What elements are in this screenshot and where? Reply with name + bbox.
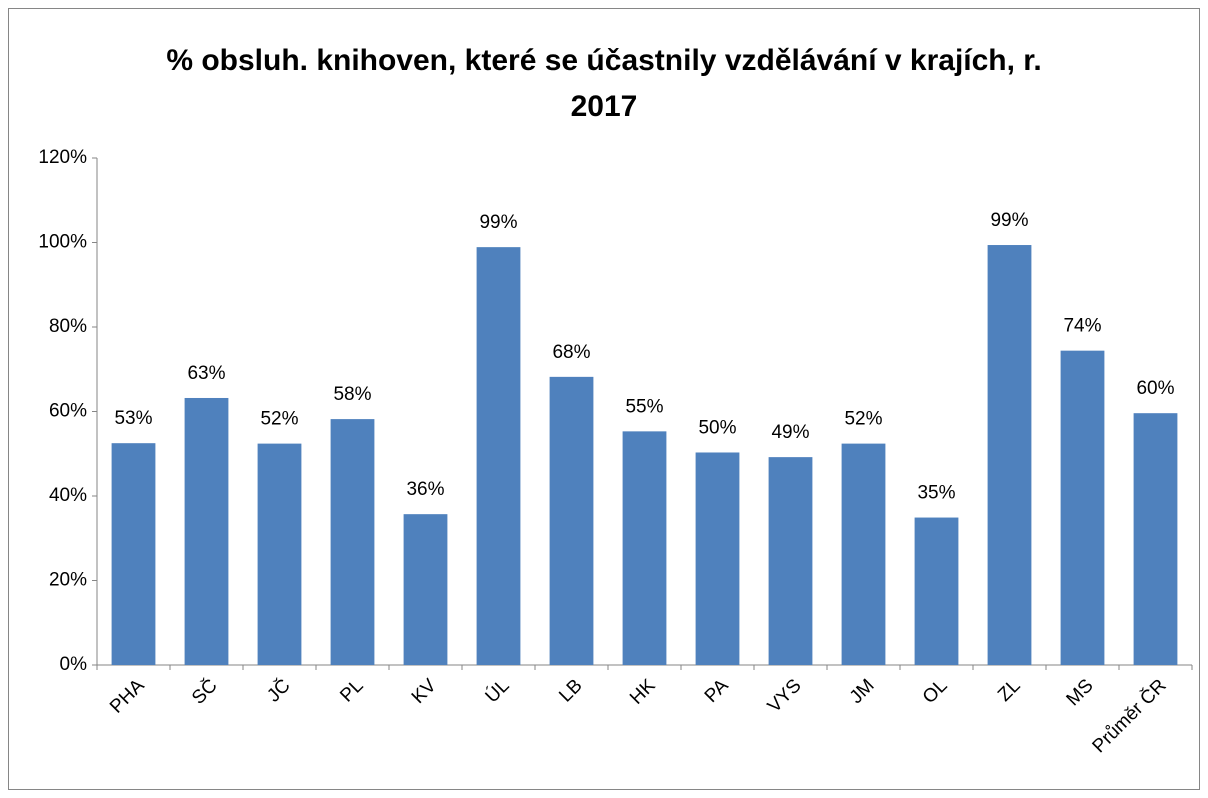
- y-tick-label: 80%: [49, 316, 87, 337]
- data-label: 99%: [990, 210, 1028, 231]
- bar: [841, 443, 886, 665]
- bar: [695, 452, 740, 665]
- bar: [111, 443, 156, 665]
- data-label: 74%: [1063, 316, 1101, 337]
- data-label: 58%: [333, 384, 371, 405]
- data-label: 52%: [260, 409, 298, 430]
- x-tick-label: MS: [1063, 675, 1098, 710]
- bar: [476, 247, 521, 665]
- data-label: 55%: [625, 396, 663, 417]
- bar: [403, 514, 448, 665]
- data-label: 68%: [552, 342, 590, 363]
- y-tick-label: 0%: [60, 654, 88, 675]
- data-label: 63%: [187, 363, 225, 384]
- data-label: 99%: [479, 212, 517, 233]
- x-tick-label: PL: [336, 675, 367, 706]
- data-label: 53%: [114, 408, 152, 429]
- y-tick-label: 100%: [38, 232, 87, 253]
- x-tick-label: OL: [919, 675, 952, 708]
- data-label: 36%: [406, 479, 444, 500]
- x-tick-label: JČ: [263, 675, 295, 707]
- x-tick-label: ÚL: [481, 675, 514, 708]
- x-tick-label: PHA: [106, 675, 149, 718]
- chart-frame: [8, 8, 1200, 790]
- y-tick-label: 120%: [38, 147, 87, 168]
- bar: [184, 397, 229, 665]
- bar: [549, 376, 594, 665]
- bar: [257, 443, 302, 665]
- x-tick-label: VYS: [764, 675, 806, 717]
- x-tick-label: HK: [626, 675, 660, 709]
- x-tick-label: Průměr ČR: [1088, 675, 1171, 758]
- bar: [768, 457, 813, 665]
- bar: [987, 245, 1032, 665]
- data-label: 49%: [771, 422, 809, 443]
- chart-title: % obsluh. knihoven, které se účastnily v…: [166, 44, 1042, 123]
- y-tick-label: 60%: [49, 401, 87, 422]
- bar: [330, 419, 375, 665]
- x-tick-label: SČ: [187, 675, 221, 709]
- data-label: 60%: [1136, 378, 1174, 399]
- x-tick-label: JM: [846, 675, 879, 708]
- y-tick-label: 40%: [49, 485, 87, 506]
- bar: [1133, 413, 1178, 665]
- data-label: 35%: [917, 483, 955, 504]
- x-tick-label: LB: [555, 675, 586, 706]
- bar: [914, 517, 959, 665]
- y-tick-label: 20%: [49, 570, 87, 591]
- data-label: 52%: [844, 409, 882, 430]
- x-tick-label: PA: [701, 675, 733, 707]
- bar: [1060, 350, 1105, 665]
- x-tick-label: ZL: [994, 675, 1025, 706]
- bar: [622, 431, 667, 665]
- x-tick-label: KV: [408, 675, 441, 708]
- data-label: 50%: [698, 417, 736, 438]
